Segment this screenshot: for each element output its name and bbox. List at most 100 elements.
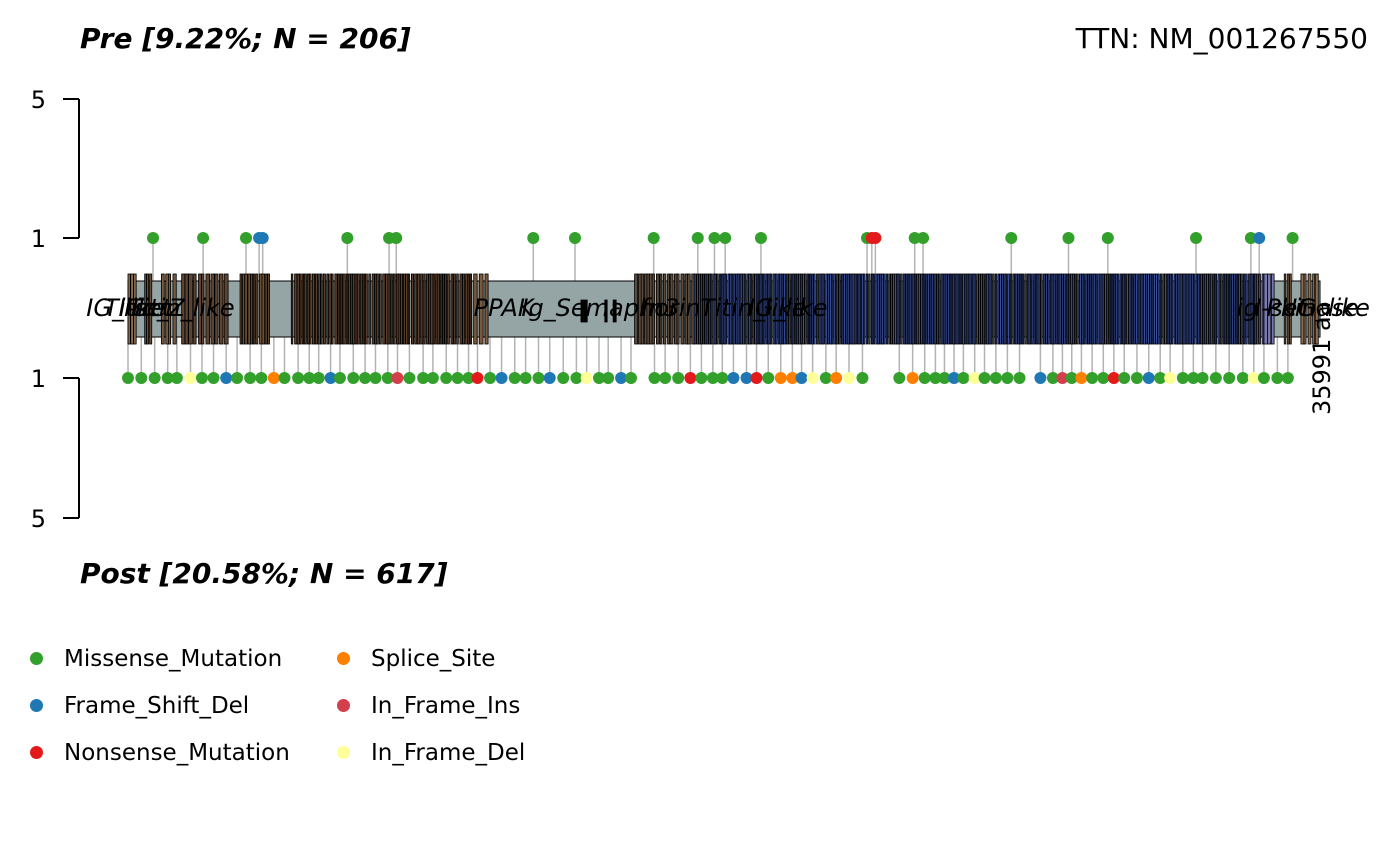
domain-block: [634, 273, 639, 345]
in-frame-del-swatch: [337, 746, 350, 759]
domain-block: [264, 273, 268, 345]
domain-block: [1074, 273, 1077, 345]
domain-block: [885, 273, 889, 345]
domain-block: [311, 273, 316, 345]
bottom-mutation-point: [786, 372, 799, 384]
domain-block: [456, 273, 459, 345]
domain-block: [444, 273, 447, 345]
domain-block: [378, 273, 382, 345]
legend-label: Splice_Site: [371, 646, 496, 672]
domain-block: [1283, 273, 1287, 345]
domain-block: [676, 273, 680, 345]
domain-block: [201, 273, 205, 345]
domain-block: [762, 273, 766, 345]
domain-block: [929, 273, 933, 345]
domain-block: [303, 273, 307, 345]
post-cohort-title: Post [20.58%; N = 617]: [80, 557, 448, 590]
domain-block: [949, 273, 953, 345]
domain-block: [1192, 273, 1196, 345]
domain-block: [1021, 273, 1025, 345]
bottom-mutation-point: [615, 372, 628, 384]
domain-block: [219, 273, 224, 345]
domain-block: [667, 273, 670, 345]
domain-block: [1063, 273, 1066, 345]
top-mutation-points: [147, 232, 1299, 244]
domain-block: [1092, 273, 1096, 345]
bottom-mutation-point: [557, 372, 570, 384]
domain-block: [1108, 273, 1112, 345]
bottom-mutation-point: [806, 372, 819, 384]
domain-block: [1019, 273, 1023, 345]
bottom-mutation-point: [918, 372, 931, 384]
domain-block: [969, 273, 972, 345]
bottom-mutation-point: [508, 372, 521, 384]
legend-label: Nonsense_Mutation: [64, 740, 290, 766]
domain-block: [999, 273, 1002, 345]
bottom-mutation-point: [706, 372, 719, 384]
domain-block: [1245, 273, 1248, 345]
domain-block: [724, 273, 728, 345]
domain-block: [172, 273, 177, 345]
bottom-mutation-point: [391, 372, 404, 384]
domain-block: [362, 273, 366, 345]
domain-block: [1082, 273, 1086, 345]
domain-block: [1110, 273, 1114, 345]
domain-block: [267, 273, 270, 345]
bottom-mutation-point: [580, 372, 593, 384]
domain-block: [1157, 273, 1160, 345]
domain-block: [1087, 273, 1090, 345]
domain-block: [308, 273, 312, 345]
domain-block: [1130, 273, 1134, 345]
top-mutation-point: [908, 232, 921, 244]
domain-block: [693, 273, 697, 345]
domain-block: [788, 273, 791, 345]
gene-transcript-label: TTN: NM_001267550: [1075, 22, 1368, 55]
domain-block: [1053, 273, 1056, 345]
domain-block: [376, 273, 379, 345]
domain-block: [842, 273, 846, 345]
domain-label: IG_like: [86, 294, 166, 322]
frameshift-del-swatch: [30, 699, 43, 712]
domain-block: [822, 273, 825, 345]
domain-block: [405, 273, 409, 345]
domain-block: [1170, 273, 1174, 345]
domain-block: [852, 273, 856, 345]
domain-block: [239, 273, 243, 345]
domain-block: [1037, 273, 1041, 345]
domain-block: [1040, 273, 1043, 345]
bottom-mutation-point: [1257, 372, 1270, 384]
domain-block: [756, 273, 760, 345]
domain-block: [1137, 273, 1141, 345]
domain-block: [1059, 273, 1062, 345]
domain-block: [371, 273, 375, 345]
domain-label: I-set: [1254, 294, 1308, 322]
bottom-mutation-point: [570, 372, 583, 384]
domain-block: [816, 273, 819, 345]
bottom-mutation-point: [312, 372, 325, 384]
domain-block: [783, 273, 786, 345]
domain-block: [994, 273, 998, 345]
domain-block: [320, 273, 323, 345]
domain-block: [710, 273, 713, 345]
domain-block: [365, 273, 368, 345]
domain-block: [973, 273, 977, 345]
domain-block: [827, 273, 830, 345]
bottom-mutation-point: [347, 372, 360, 384]
domain-block: [1169, 273, 1172, 345]
domain-block: [680, 273, 685, 345]
domain-block: [1150, 273, 1154, 345]
domain-block: [1085, 273, 1088, 345]
domain-block: [1113, 273, 1116, 345]
domain-block: [315, 273, 319, 345]
legend-label: Missense_Mutation: [64, 646, 283, 672]
domain-block: [252, 273, 256, 345]
domain-block: [453, 273, 456, 345]
domain-block: [957, 273, 961, 345]
bottom-mutation-point: [278, 372, 291, 384]
domain-block: [1009, 273, 1013, 345]
top-mutation-point: [569, 232, 581, 244]
domain-block: [830, 273, 834, 345]
domain-block: [354, 273, 358, 345]
bottom-mutation-point: [471, 372, 484, 384]
bottom-mutation-point: [303, 372, 316, 384]
